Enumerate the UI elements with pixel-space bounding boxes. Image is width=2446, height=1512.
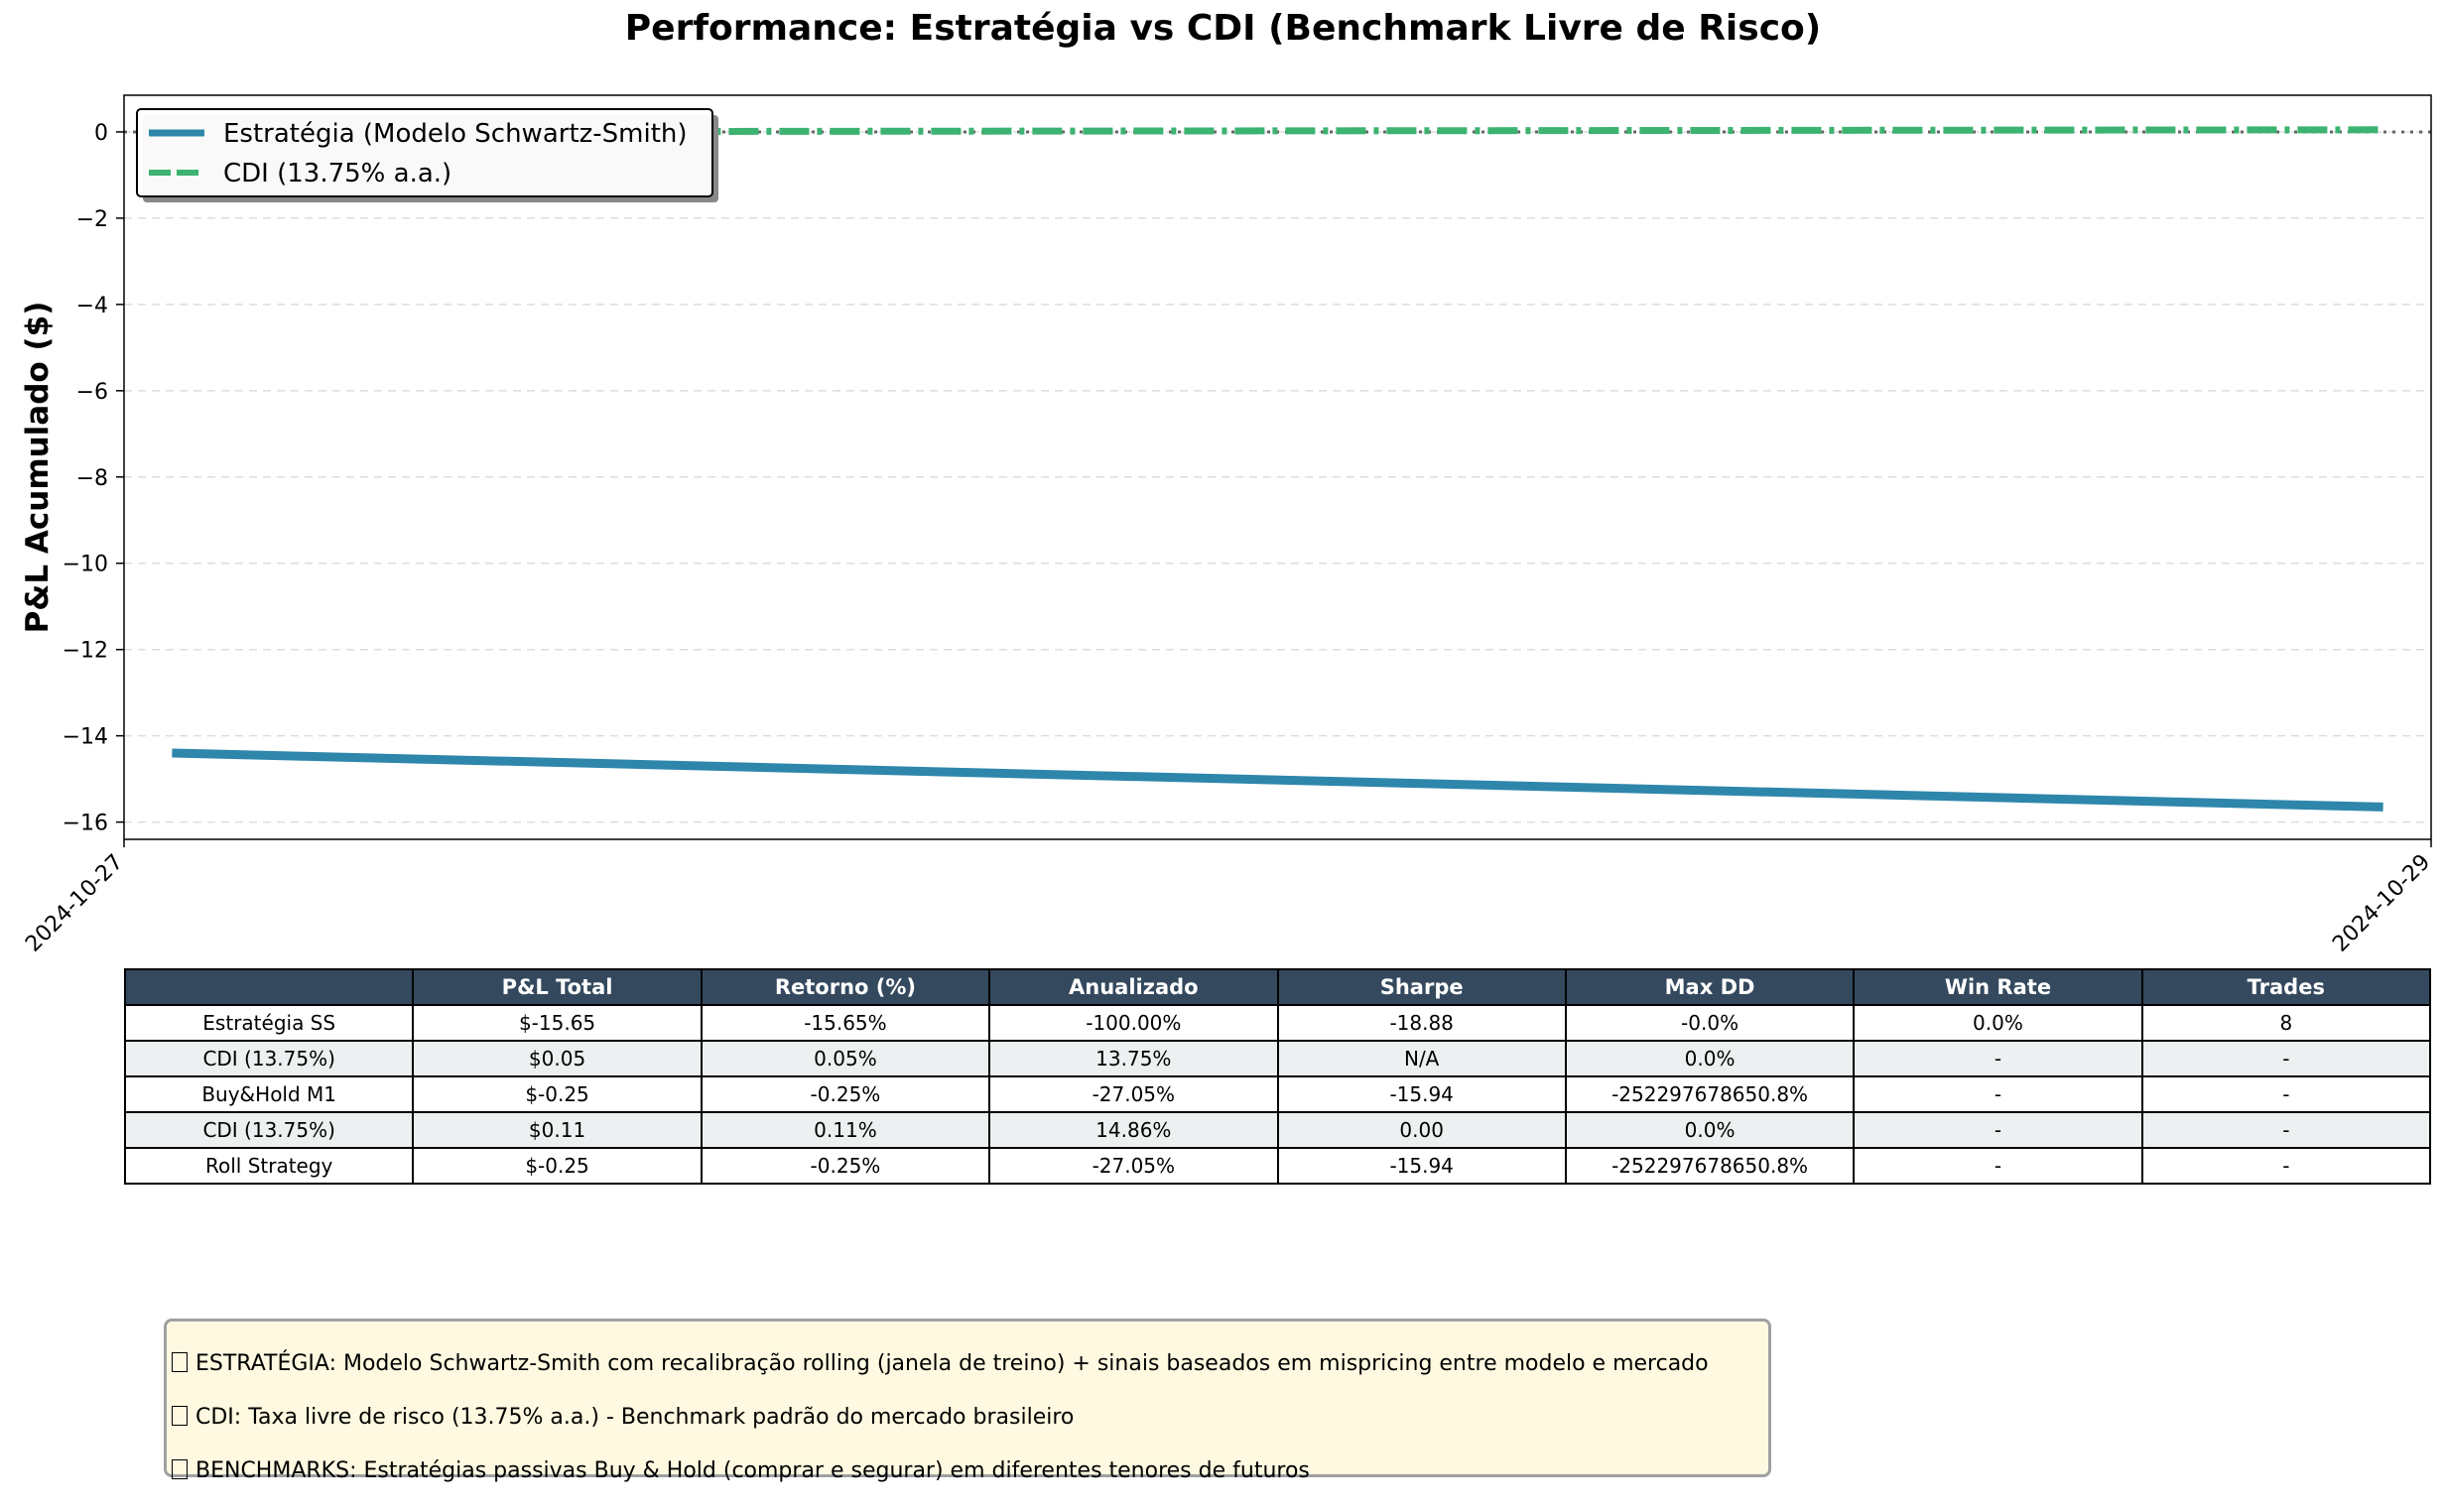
table-cell: -0.0% — [1564, 1004, 1856, 1042]
table-cell: 0.00 — [1276, 1111, 1567, 1149]
y-tick-label: 0 — [94, 121, 108, 146]
table-header-cell: P&L Total — [412, 968, 703, 1006]
table-header-cell: Max DD — [1564, 968, 1856, 1006]
y-tick-label: −10 — [63, 553, 108, 577]
series-line-estrategia — [172, 748, 2383, 812]
table-cell: 0.0% — [1853, 1004, 2143, 1042]
x-tick-label: 2024-10-27 — [21, 850, 128, 952]
legend-label-estrategia: Estratégia (Modelo Schwartz-Smith) — [223, 119, 688, 149]
y-tick-label: −14 — [63, 725, 108, 750]
y-tick-label: −8 — [76, 466, 108, 491]
note-text: BENCHMARKS: Estratégias passivas Buy & H… — [195, 1458, 1310, 1483]
table-cell: CDI (13.75%) — [123, 1040, 415, 1077]
line-chart: 0−2−4−6−8−10−12−14−16 2024-10-27 2024-10-… — [20, 94, 2435, 952]
table-cell: 14.86% — [988, 1111, 1279, 1149]
table-cell: $-15.65 — [412, 1004, 703, 1042]
grid-lines — [124, 131, 2431, 823]
table-cell: 13.75% — [988, 1040, 1279, 1077]
table-cell: 0.0% — [1564, 1040, 1856, 1077]
table-cell: -15.65% — [700, 1004, 991, 1042]
table-header-cell: Retorno (%) — [700, 968, 991, 1006]
table-cell: - — [1853, 1147, 2143, 1185]
note-text: ESTRATÉGIA: Modelo Schwartz-Smith com re… — [195, 1351, 1709, 1376]
table-cell: - — [1853, 1075, 2143, 1113]
note-line: CDI: Taxa livre de risco (13.75% a.a.) -… — [172, 1405, 1768, 1458]
table-cell: $-0.25 — [412, 1147, 703, 1185]
table-cell: - — [1853, 1111, 2143, 1149]
table-cell: -27.05% — [988, 1147, 1279, 1185]
table-cell: - — [2140, 1040, 2432, 1077]
table-cell: -0.25% — [700, 1147, 991, 1185]
table-row: Buy&Hold M1 $-0.25 -0.25% -27.05% -15.94 -252… — [123, 1075, 2432, 1113]
table-cell: $0.11 — [412, 1111, 703, 1149]
table-header-row: P&L Total Retorno (%) Anualizado Sharpe Max … — [123, 968, 2432, 1006]
table-cell: -15.94 — [1276, 1147, 1567, 1185]
y-tick-label: −2 — [76, 207, 108, 232]
series-lines — [172, 126, 2383, 812]
chart-title: Performance: Estratégia vs CDI (Benchmar… — [624, 8, 1822, 49]
table-cell: $0.05 — [412, 1040, 703, 1077]
legend-box — [136, 108, 713, 197]
missing-glyph-icon — [172, 1459, 188, 1479]
table-cell: -27.05% — [988, 1075, 1279, 1113]
table-header-cell: Sharpe — [1276, 968, 1567, 1006]
table-cell: -18.88 — [1276, 1004, 1567, 1042]
table-cell: $-0.25 — [412, 1075, 703, 1113]
table-cell: 0.11% — [700, 1111, 991, 1149]
table-cell: -0.25% — [700, 1075, 991, 1113]
table-row: Estratégia SS $-15.65 -15.65% -100.00% -18.8… — [123, 1004, 2432, 1042]
table-cell: CDI (13.75%) — [123, 1111, 415, 1149]
table-header-cell — [123, 968, 415, 1006]
metrics-table: P&L Total Retorno (%) Anualizado Sharpe Max … — [123, 968, 2432, 1185]
table-cell: -252297678650.8% — [1564, 1147, 1856, 1185]
table-cell: Buy&Hold M1 — [123, 1075, 415, 1113]
table-row: CDI (13.75%) $0.05 0.05% 13.75% N/A 0.0% - - — [123, 1040, 2432, 1077]
y-tick-label: −4 — [76, 294, 108, 318]
table-row: Roll Strategy $-0.25 -0.25% -27.05% -15.94 -2… — [123, 1147, 2432, 1185]
table-cell: - — [2140, 1075, 2432, 1113]
y-tick-label: −16 — [63, 812, 108, 836]
table-cell: Estratégia SS — [123, 1004, 415, 1042]
y-tick-label: −6 — [76, 380, 108, 405]
missing-glyph-icon — [172, 1352, 188, 1372]
table-cell: -252297678650.8% — [1564, 1075, 1856, 1113]
missing-glyph-icon — [172, 1406, 188, 1426]
table-cell: Roll Strategy — [123, 1147, 415, 1185]
plot-frame — [123, 94, 2432, 840]
notes-box: ESTRATÉGIA: Modelo Schwartz-Smith com re… — [164, 1319, 1771, 1483]
table-cell: 0.0% — [1564, 1111, 1856, 1149]
table-cell: - — [2140, 1111, 2432, 1149]
table-cell: -100.00% — [988, 1004, 1279, 1042]
x-tick-label: 2024-10-29 — [2328, 850, 2435, 952]
legend-label-cdi: CDI (13.75% a.a.) — [223, 159, 451, 189]
table-cell: - — [2140, 1147, 2432, 1185]
y-tick-label: −12 — [63, 639, 108, 664]
y-axis-ticks: 0 −2 −4 −6 −8 −10 −12 −14 −16 — [63, 121, 124, 836]
table-cell: N/A — [1276, 1040, 1567, 1077]
table-header-cell: Anualizado — [988, 968, 1279, 1006]
table-cell: 0.05% — [700, 1040, 991, 1077]
table-cell: -15.94 — [1276, 1075, 1567, 1113]
legend: Estratégia (Modelo Schwartz-Smith) CDI (… — [136, 108, 718, 202]
table-cell: 8 — [2140, 1004, 2432, 1042]
table-row: CDI (13.75%) $0.11 0.11% 14.86% 0.00 0.0% - - — [123, 1111, 2432, 1149]
table-header-cell: Trades — [2140, 968, 2432, 1006]
table-cell: - — [1853, 1040, 2143, 1077]
note-line: ESTRATÉGIA: Modelo Schwartz-Smith com re… — [172, 1351, 1768, 1405]
note-line: BENCHMARKS: Estratégias passivas Buy & H… — [172, 1458, 1768, 1512]
table-header-cell: Win Rate — [1853, 968, 2143, 1006]
x-axis-ticks: 2024-10-27 2024-10-29 — [21, 839, 2435, 952]
y-axis-label: P&L Acumulado ($) — [20, 302, 56, 634]
note-text: CDI: Taxa livre de risco (13.75% a.a.) -… — [195, 1405, 1075, 1430]
